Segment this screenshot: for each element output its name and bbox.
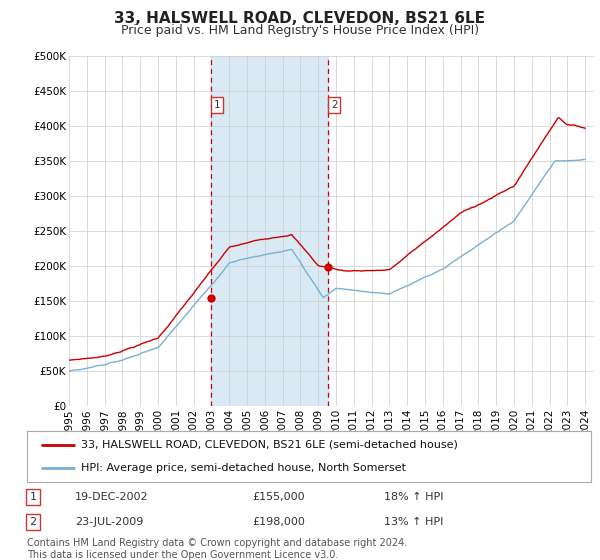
Text: 33, HALSWELL ROAD, CLEVEDON, BS21 6LE: 33, HALSWELL ROAD, CLEVEDON, BS21 6LE [115,11,485,26]
Text: 13% ↑ HPI: 13% ↑ HPI [384,517,443,527]
Text: 18% ↑ HPI: 18% ↑ HPI [384,492,443,502]
Text: 19-DEC-2002: 19-DEC-2002 [75,492,149,502]
Text: Price paid vs. HM Land Registry's House Price Index (HPI): Price paid vs. HM Land Registry's House … [121,24,479,36]
Text: £155,000: £155,000 [252,492,305,502]
Text: 23-JUL-2009: 23-JUL-2009 [75,517,143,527]
Text: 33, HALSWELL ROAD, CLEVEDON, BS21 6LE (semi-detached house): 33, HALSWELL ROAD, CLEVEDON, BS21 6LE (s… [80,440,457,450]
Text: HPI: Average price, semi-detached house, North Somerset: HPI: Average price, semi-detached house,… [80,463,406,473]
Text: This data is licensed under the Open Government Licence v3.0.: This data is licensed under the Open Gov… [27,550,338,560]
Text: 2: 2 [29,517,37,527]
Text: £198,000: £198,000 [252,517,305,527]
Bar [211,56,328,406]
Text: 1: 1 [214,100,220,110]
Text: 1: 1 [29,492,37,502]
Text: 2: 2 [331,100,337,110]
Text: Contains HM Land Registry data © Crown copyright and database right 2024.: Contains HM Land Registry data © Crown c… [27,538,407,548]
